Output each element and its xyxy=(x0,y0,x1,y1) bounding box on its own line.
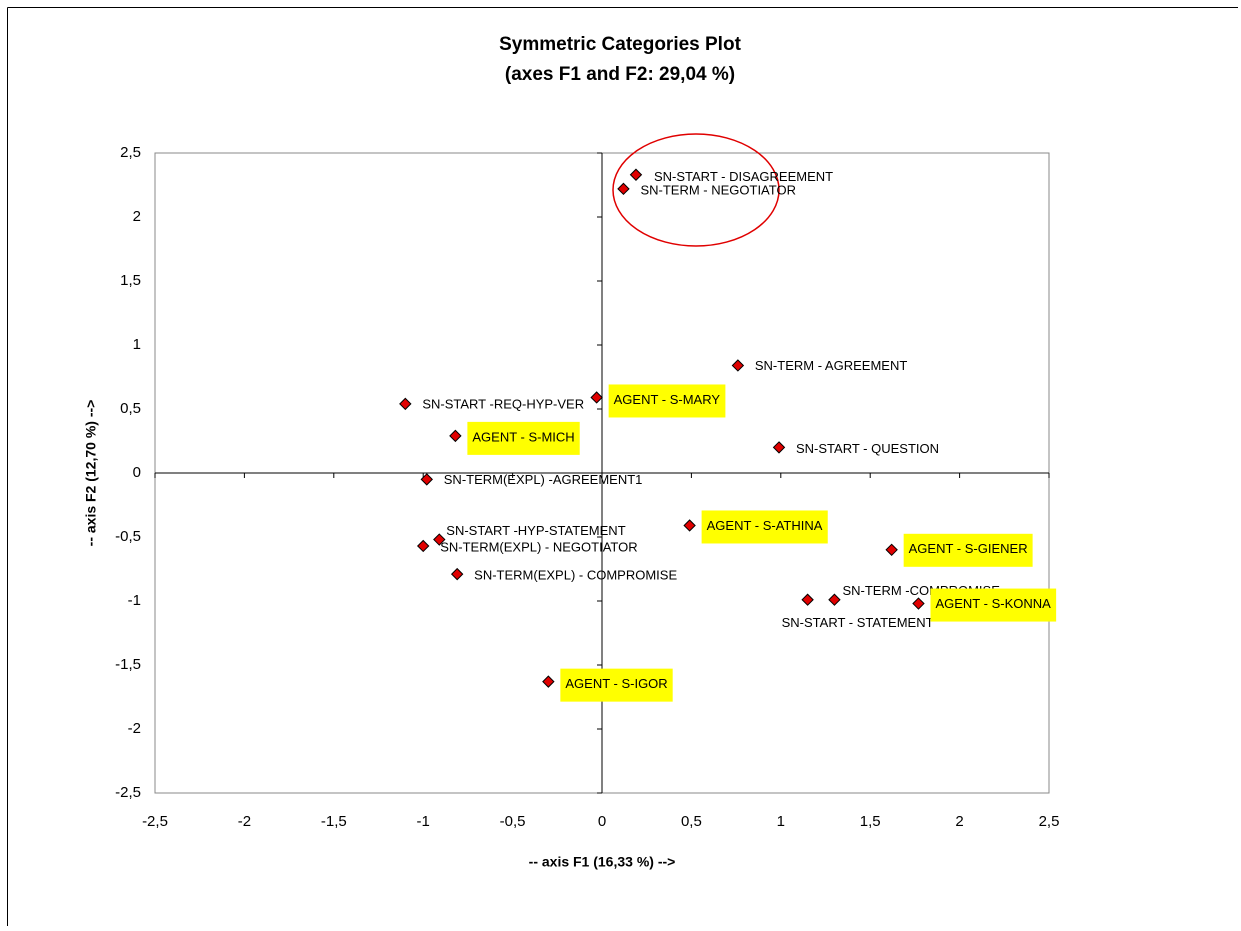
point-label: SN-START - STATEMENT xyxy=(782,615,934,630)
point xyxy=(731,359,745,372)
point-label: SN-START - DISAGREEMENT xyxy=(654,169,833,184)
point-label: SN-TERM - NEGOTIATOR xyxy=(640,182,796,197)
point xyxy=(399,397,412,411)
y-tick-label: -1,5 xyxy=(115,656,141,673)
x-tick-label: 0 xyxy=(598,813,606,830)
x-tick-label: 1,5 xyxy=(860,813,881,830)
point xyxy=(542,675,555,688)
point xyxy=(420,473,433,486)
point-label: AGENT - S-MARY xyxy=(614,392,721,407)
y-axis-title: -- axis F2 (12,70 %) --> xyxy=(83,400,99,547)
annotation-ellipse xyxy=(612,133,780,247)
point xyxy=(433,533,446,546)
x-tick-label: 2,5 xyxy=(1039,813,1060,830)
y-tick-label: -2 xyxy=(128,720,141,737)
point-label: AGENT - S-KONNA xyxy=(935,596,1051,611)
x-tick-label: -2 xyxy=(238,813,251,830)
point-label: SN-TERM - AGREEMENT xyxy=(755,358,907,373)
y-tick-label: -0,5 xyxy=(115,528,141,545)
x-tick-label: 1 xyxy=(777,813,785,830)
label-highlight xyxy=(608,384,726,418)
x-tick-label: -1,5 xyxy=(321,813,347,830)
point xyxy=(450,567,464,581)
point xyxy=(617,182,630,196)
chart-subtitle: (axes F1 and F2: 29,04 %) xyxy=(505,64,735,85)
chart-title: Symmetric Categories Plot xyxy=(499,34,741,55)
point xyxy=(629,168,643,181)
point xyxy=(885,543,898,557)
x-tick-label: -0,5 xyxy=(500,813,526,830)
point-label: SN-START -REQ-HYP-VER xyxy=(422,396,584,411)
label-highlight xyxy=(560,668,673,702)
label-highlight xyxy=(701,510,828,544)
point-label: SN-TERM(EXPL) - COMPROMISE xyxy=(474,568,677,583)
label-highlight xyxy=(930,588,1057,622)
x-tick-label: -1 xyxy=(417,813,430,830)
x-tick-label: 0,5 xyxy=(681,813,702,830)
y-tick-label: 1,5 xyxy=(120,272,141,289)
y-tick-label: 1 xyxy=(133,336,141,353)
label-highlight xyxy=(903,533,1033,567)
point-label: SN-START - QUESTION xyxy=(796,441,939,456)
y-tick-label: 2 xyxy=(133,208,141,225)
point-label: AGENT - S-GIENER xyxy=(909,541,1028,556)
point xyxy=(801,593,814,606)
point-label: SN-TERM(EXPL) -AGREEMENT1 xyxy=(444,472,643,487)
point-label: AGENT - S-ATHINA xyxy=(707,518,823,533)
point xyxy=(828,593,841,606)
point xyxy=(416,539,430,553)
point-label: AGENT - S-IGOR xyxy=(565,676,667,691)
point xyxy=(683,519,696,532)
label-highlight xyxy=(467,421,580,455)
y-tick-label: 0 xyxy=(133,464,141,481)
point xyxy=(590,391,603,404)
x-tick-label: -2,5 xyxy=(142,813,168,830)
x-tick-label: 2 xyxy=(955,813,963,830)
point-label: SN-START -HYP-STATEMENT xyxy=(446,523,625,538)
point-label: SN-TERM(EXPL) - NEGOTIATOR xyxy=(440,539,637,554)
y-tick-label: -1 xyxy=(128,592,141,609)
point xyxy=(912,597,925,610)
y-tick-label: 2,5 xyxy=(120,144,141,161)
x-axis-title: -- axis F1 (16,33 %) --> xyxy=(529,854,676,870)
point xyxy=(449,429,462,443)
point xyxy=(772,441,786,454)
point-label: AGENT - S-MICH xyxy=(472,429,574,444)
y-tick-label: -2,5 xyxy=(115,784,141,801)
y-tick-label: 0,5 xyxy=(120,400,141,417)
